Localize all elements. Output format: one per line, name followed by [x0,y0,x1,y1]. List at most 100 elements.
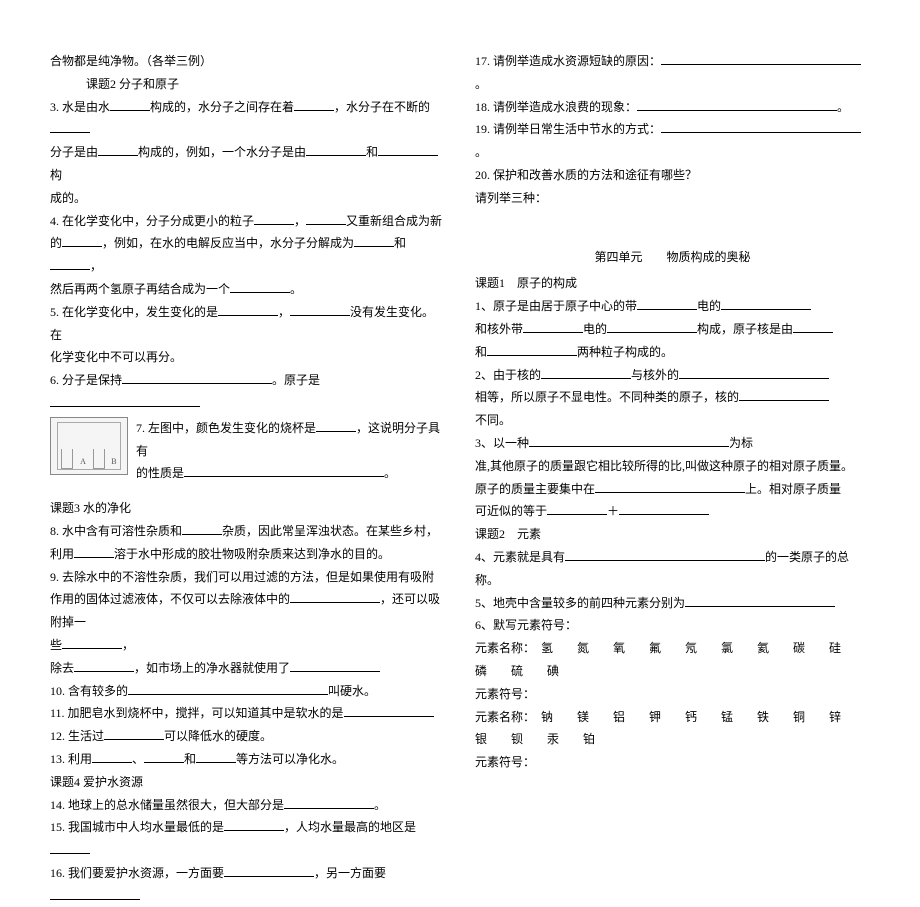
q6-line: 6. 分子是保持。原子是 [50,369,445,415]
q8-line2: 利用溶于水中形成的胶壮物吸附杂质来达到净水的目的。 [50,543,445,566]
blank[interactable] [619,501,709,515]
blank[interactable] [793,319,833,333]
blank[interactable] [679,365,829,379]
q11-line: 11. 加肥皂水到烧杯中，搅拌，可以知道其中是软水的是 [50,702,445,725]
blank[interactable] [50,840,90,854]
blank[interactable] [50,256,90,270]
q7-row: A B 7. 左图中，颜色发生变化的烧杯是，这说明分子具有 的性质是。 [50,417,445,485]
blank[interactable] [50,393,200,407]
blank[interactable] [50,886,140,900]
blank[interactable] [306,142,366,156]
blank[interactable] [607,319,697,333]
q9-line4: 除去，如市场上的净水器就使用了 [50,657,445,680]
r3-text-b: 为标 [729,436,753,450]
blank[interactable] [50,119,90,133]
q3-text-c: ，水分子在不断的 [334,100,430,114]
blank[interactable] [595,479,745,493]
q4-text-f: 和 [394,236,406,250]
r5-line: 5、地壳中含量较多的前四种元素分别为 [475,592,870,615]
blank[interactable] [98,142,138,156]
q5-line1: 5. 在化学变化中，发生变化的是，没有发生变化。在 [50,301,445,347]
q8-text-a: 8. 水中含有可溶性杂质和 [50,524,182,538]
blank[interactable] [354,233,394,247]
topic2-title: 课题2 分子和原子 [50,73,445,96]
q4-text-h: 然后再两个氢原子再结合成为一个 [50,282,230,296]
blank[interactable] [92,749,132,763]
q7-text-a: 7. 左图中，颜色发生变化的烧杯是 [136,421,316,435]
blank[interactable] [218,302,278,316]
blank[interactable] [74,658,134,672]
beaker-figure: A B [50,417,128,475]
blank[interactable] [290,302,350,316]
blank[interactable] [224,863,314,877]
blank[interactable] [306,211,346,225]
cup-label-b: B [111,454,116,469]
blank[interactable] [144,749,184,763]
blank[interactable] [104,726,164,740]
q9-text-g: ，如市场上的净水器就使用了 [134,661,290,675]
and: 和 [366,145,378,159]
blank[interactable] [128,681,328,695]
blank[interactable] [547,501,607,515]
blank[interactable] [661,119,861,133]
blank[interactable] [62,233,102,247]
q3-line3: 成的。 [50,187,445,210]
q4-text-b: ， [294,214,306,228]
q17-line: 17. 请例举造成水资源短缺的原因：。 [475,50,870,96]
r4-line1: 4、元素就是具有的一类原子的总 [475,546,870,569]
blank[interactable] [290,589,380,603]
r3-text-e: 上。相对原子质量 [745,482,841,496]
q5-line2: 化学变化中不可以再分。 [50,346,445,369]
blank[interactable] [224,817,284,831]
blank[interactable] [529,433,729,447]
blank[interactable] [62,635,122,649]
blank[interactable] [110,97,150,111]
blank[interactable] [74,544,114,558]
r3-line1: 3、以一种 为标 [475,432,870,455]
q3-text-e: 构成的，例如，一个水分子是由 [138,145,306,159]
period: 。 [290,282,302,296]
blank[interactable] [685,593,835,607]
q12-line: 12. 生活过可以降低水的硬度。 [50,725,445,748]
blank[interactable] [487,342,577,356]
blank[interactable] [184,463,384,477]
r3-text-a: 3、以一种 [475,436,529,450]
blank[interactable] [523,319,583,333]
r2-text-a: 2、由于核的 [475,368,541,382]
q19-text: 19. 请例举日常生活中节水的方式： [475,122,661,136]
q5-text-b: ， [278,305,290,319]
blank[interactable] [637,97,837,111]
blank[interactable] [739,387,829,401]
blank[interactable] [230,279,290,293]
blank[interactable] [344,703,434,717]
blank[interactable] [316,418,356,432]
blank[interactable] [196,749,236,763]
blank[interactable] [254,211,294,225]
blank[interactable] [294,97,334,111]
q13-text-a: 13. 利用 [50,752,92,766]
q3-line2: 分子是由构成的，例如，一个水分子是由和构 [50,141,445,187]
q8-text-c: 利用 [50,547,74,561]
q9-line3: 些， [50,634,445,657]
blank[interactable] [565,547,765,561]
q13-line: 13. 利用、和等方法可以净化水。 [50,748,445,771]
blank[interactable] [661,51,861,65]
blank[interactable] [637,296,697,310]
blank[interactable] [290,658,380,672]
blank[interactable] [182,521,222,535]
q4-text-a: 4. 在化学变化中，分子分成更小的粒子 [50,214,254,228]
q18-text: 18. 请例举造成水浪费的现象： [475,100,637,114]
q7-line2: 的性质是。 [136,462,445,485]
blank[interactable] [541,365,631,379]
q14-text-a: 14. 地球上的总水储量虽然很大，但大部分是 [50,798,284,812]
blank[interactable] [284,795,374,809]
q10-text-a: 10. 含有较多的 [50,684,128,698]
spacer [50,487,445,497]
blank[interactable] [122,370,272,384]
q9-line1: 9. 去除水中的不溶性杂质，我们可以用过滤的方法，但是如果使用有吸附 [50,566,445,589]
blank[interactable] [721,296,811,310]
blank[interactable] [378,142,438,156]
r2-line1: 2、由于核的与核外的 [475,364,870,387]
q5-text-a: 5. 在化学变化中，发生变化的是 [50,305,218,319]
q7-text-c: 的性质是 [136,466,184,480]
